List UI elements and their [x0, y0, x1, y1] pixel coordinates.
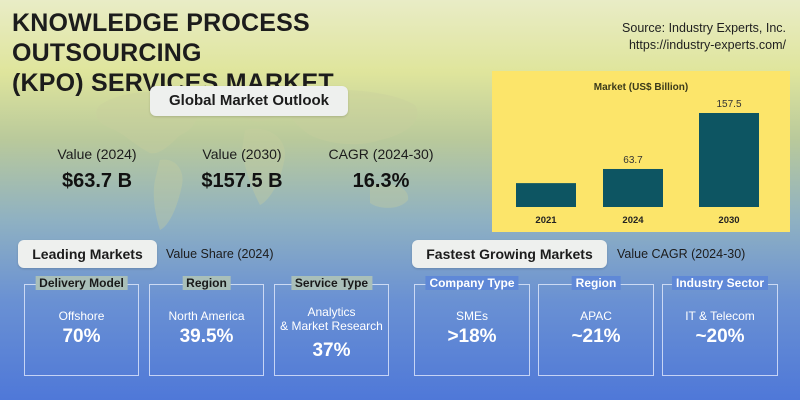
card-head: Service Type — [290, 276, 373, 290]
fastest-growing-subheading: Value CAGR (2024-30) — [617, 247, 746, 261]
data-label-2024: 63.7 — [623, 155, 643, 166]
card-delivery-model: Delivery Model Offshore 70% — [24, 276, 139, 376]
market-bar-chart: Market (US$ Billion) 2021 63.7 2024 157.5 20… — [516, 82, 759, 226]
chart-title: Market (US$ Billion) — [594, 82, 688, 93]
card-label: Analytics & Market Research — [280, 305, 383, 333]
bar-2021 — [516, 183, 576, 207]
card-label: SMEs — [455, 309, 488, 323]
card-label: Offshore — [58, 309, 105, 323]
card-head: Region — [571, 276, 621, 290]
card-value: >18% — [447, 326, 497, 347]
card-value: ~21% — [571, 326, 621, 347]
data-label-2030: 157.5 — [716, 99, 741, 110]
card-value: 37% — [312, 340, 351, 361]
leading-markets-subheading: Value Share (2024) — [166, 247, 274, 261]
card-region-leading: Region North America 39.5% — [149, 276, 264, 376]
card-value: ~20% — [695, 326, 745, 347]
kpi-label-value-2030: Value (2030) — [202, 146, 282, 162]
source-name: Source: Industry Experts, Inc. — [622, 21, 786, 35]
card-label: North America — [168, 309, 245, 323]
source-attribution: Source: Industry Experts, Inc. https://i… — [622, 20, 786, 54]
card-head: Delivery Model — [35, 276, 128, 290]
x-tick-2021: 2021 — [535, 215, 557, 226]
card-value: 70% — [62, 326, 101, 347]
kpi-label-cagr: CAGR (2024-30) — [328, 146, 434, 162]
card-region-fastest: Region APAC ~21% — [538, 276, 654, 376]
card-head: Region — [182, 276, 231, 290]
card-industry-sector: Industry Sector IT & Telecom ~20% — [662, 276, 778, 376]
kpi-label-value-2024: Value (2024) — [57, 146, 137, 162]
card-value: 39.5% — [179, 326, 234, 347]
kpi-value-cagr: 16.3% — [352, 170, 410, 192]
leading-markets-heading: Leading Markets — [18, 240, 157, 268]
x-tick-2024: 2024 — [622, 215, 644, 226]
fastest-growing-heading: Fastest Growing Markets — [412, 240, 607, 268]
market-chart-panel: Market (US$ Billion) 2021 63.7 2024 157.5 20… — [492, 71, 790, 232]
card-company-type: Company Type SMEs >18% — [414, 276, 530, 376]
kpi-value-2024: $63.7 B — [61, 170, 133, 192]
kpi-value-2030: $157.5 B — [201, 170, 283, 192]
x-tick-2030: 2030 — [718, 215, 739, 226]
card-head: Company Type — [425, 276, 519, 290]
global-market-outlook-heading: Global Market Outlook — [150, 86, 348, 116]
card-head: Industry Sector — [671, 276, 769, 290]
bar-2024 — [603, 168, 663, 207]
card-label: APAC — [580, 309, 612, 323]
bar-2030 — [699, 113, 759, 207]
card-label: IT & Telecom — [685, 309, 755, 323]
title-line-1: KNOWLEDGE PROCESS OUTSOURCING — [12, 9, 310, 67]
source-url[interactable]: https://industry-experts.com/ — [628, 38, 786, 52]
card-service-type: Service Type Analytics & Market Research… — [274, 276, 389, 376]
